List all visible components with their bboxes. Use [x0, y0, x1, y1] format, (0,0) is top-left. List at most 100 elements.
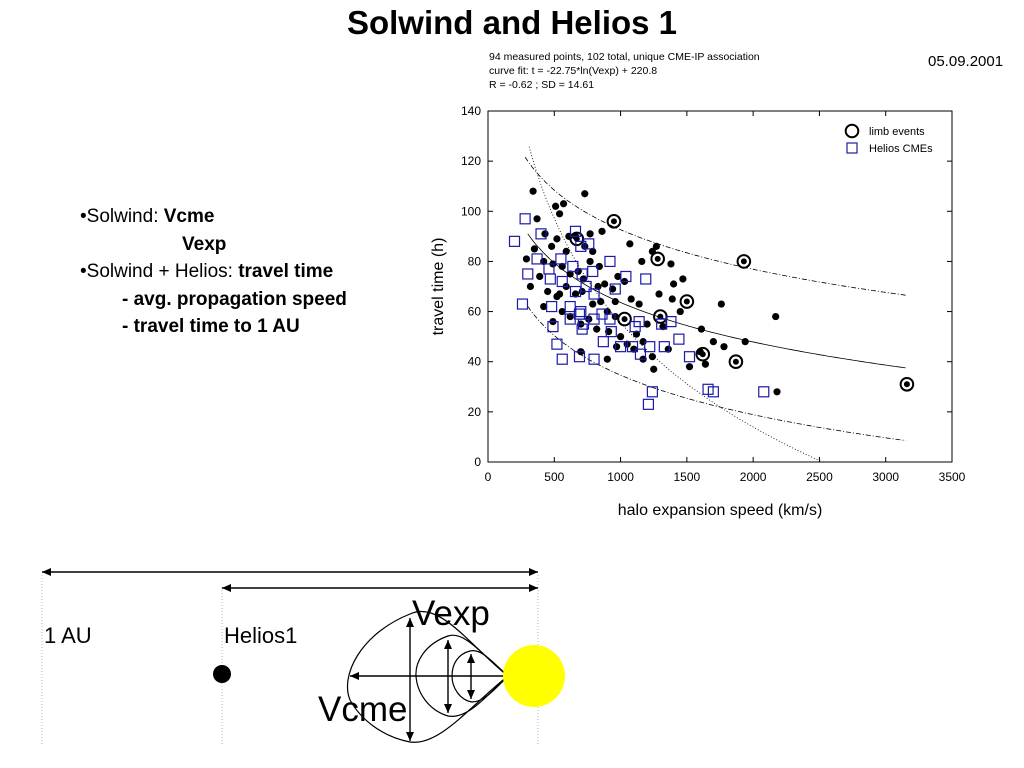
helios-cme-point	[575, 305, 587, 318]
slide-title: Solwind and Helios 1	[346, 4, 678, 41]
limb-event-point	[728, 354, 744, 370]
label-helios1: Helios1	[224, 623, 298, 648]
helios-cme-point	[531, 253, 543, 265]
helios-cme-point	[519, 213, 531, 225]
helios-cme-point	[597, 336, 609, 348]
data-point	[616, 333, 625, 341]
data-point	[635, 300, 643, 308]
data-point	[586, 230, 594, 238]
limb-event-center	[621, 316, 628, 323]
data-point	[589, 300, 597, 308]
helios-cme-point	[673, 333, 685, 345]
helios-cme-point	[614, 341, 627, 353]
helios-cme-point	[555, 253, 567, 265]
data-point	[627, 295, 635, 303]
data-point	[562, 247, 570, 255]
bullet-item: - avg. propagation speed	[80, 286, 347, 314]
data-point	[558, 307, 566, 316]
data-point	[566, 312, 574, 321]
limb-event-point	[569, 231, 585, 247]
data-point	[632, 330, 641, 338]
helios-cme-point	[707, 386, 719, 398]
helios-cme-point	[576, 323, 588, 335]
data-point	[598, 227, 606, 235]
outer-bound-curve	[528, 146, 824, 462]
data-point	[655, 290, 663, 298]
data-point	[559, 200, 568, 208]
helios-cme-point	[546, 300, 558, 313]
helios-cme-point	[580, 280, 592, 293]
data-point	[593, 325, 601, 333]
data-point	[741, 338, 749, 346]
limb-event-point	[679, 294, 695, 309]
data-point	[581, 190, 589, 198]
limb-event-point	[736, 254, 752, 269]
data-point	[772, 312, 780, 321]
helios-cme-point	[573, 351, 586, 363]
bullet-bold-text: travel time	[238, 261, 334, 282]
propagation-diagram	[41, 568, 565, 745]
legend-helios-label: Helios CMEs	[869, 143, 933, 155]
helios-cme-point	[758, 386, 770, 398]
y-tick-label: 20	[468, 405, 482, 419]
helios-cme-point	[604, 255, 616, 268]
data-point	[581, 242, 589, 250]
bullet-item: - travel time to 1 AU	[80, 313, 347, 341]
data-point	[541, 230, 549, 238]
x-tick-label: 3000	[872, 470, 899, 484]
helios-cme-point	[556, 275, 568, 288]
data-point	[603, 355, 611, 363]
data-point	[553, 235, 561, 243]
data-point	[650, 365, 658, 373]
helios-cme-point	[626, 341, 639, 353]
data-point	[586, 257, 594, 266]
helios-cme-point	[516, 298, 529, 310]
bullet-prefix: •Solwind:	[80, 206, 164, 227]
limb-event-center	[610, 218, 617, 225]
data-point	[555, 210, 564, 218]
helios-cme-point	[573, 308, 586, 320]
data-point	[648, 353, 656, 361]
data-point	[555, 290, 564, 298]
helios-cme-point	[588, 313, 600, 325]
data-point	[638, 257, 646, 266]
y-tick-label: 100	[461, 204, 481, 218]
helios-cme-point	[588, 288, 600, 300]
upper-bound-curve	[524, 156, 906, 296]
helios-cme-point	[508, 235, 521, 247]
data-point	[536, 272, 544, 281]
helios-cme-point	[583, 238, 595, 250]
helios-cme-point	[604, 313, 616, 325]
legend-limb-marker	[844, 123, 860, 139]
bullet-item: •Solwind: Vcme	[80, 203, 347, 231]
data-point	[612, 343, 621, 351]
bullet-list: •Solwind: Vcme Vexp •Solwind + Helios: t…	[80, 203, 347, 341]
data-point	[611, 297, 619, 306]
data-point	[679, 275, 687, 283]
helios-cme-point	[569, 225, 582, 237]
bullet-bold-text: - avg. propagation speed	[122, 288, 347, 310]
data-point	[522, 255, 531, 263]
data-point	[526, 282, 535, 291]
helios-cme-point	[569, 285, 582, 298]
data-point	[558, 262, 566, 271]
data-point	[530, 245, 538, 253]
limb-event-center	[699, 351, 706, 358]
limb-event-center	[573, 235, 580, 242]
label-1au: 1 AU	[44, 623, 92, 648]
legend-helios-marker	[846, 142, 858, 154]
helios-cme-point	[576, 268, 588, 280]
data-point	[614, 272, 622, 281]
helios-cme-point	[605, 326, 617, 338]
x-tick-label: 0	[485, 470, 492, 484]
x-tick-label: 500	[544, 470, 564, 484]
plot-frame	[487, 110, 953, 463]
fit-note-line-2: curve fit: t = -22.75*ln(Vexp) + 220.8	[489, 65, 658, 77]
data-point	[685, 363, 694, 371]
helios-cme-point	[620, 270, 632, 283]
data-point	[594, 282, 602, 291]
helios-cme-point	[547, 321, 559, 333]
bullet-item: Vexp	[80, 231, 347, 259]
data-point	[659, 323, 667, 331]
helios-cme-point	[587, 265, 599, 278]
